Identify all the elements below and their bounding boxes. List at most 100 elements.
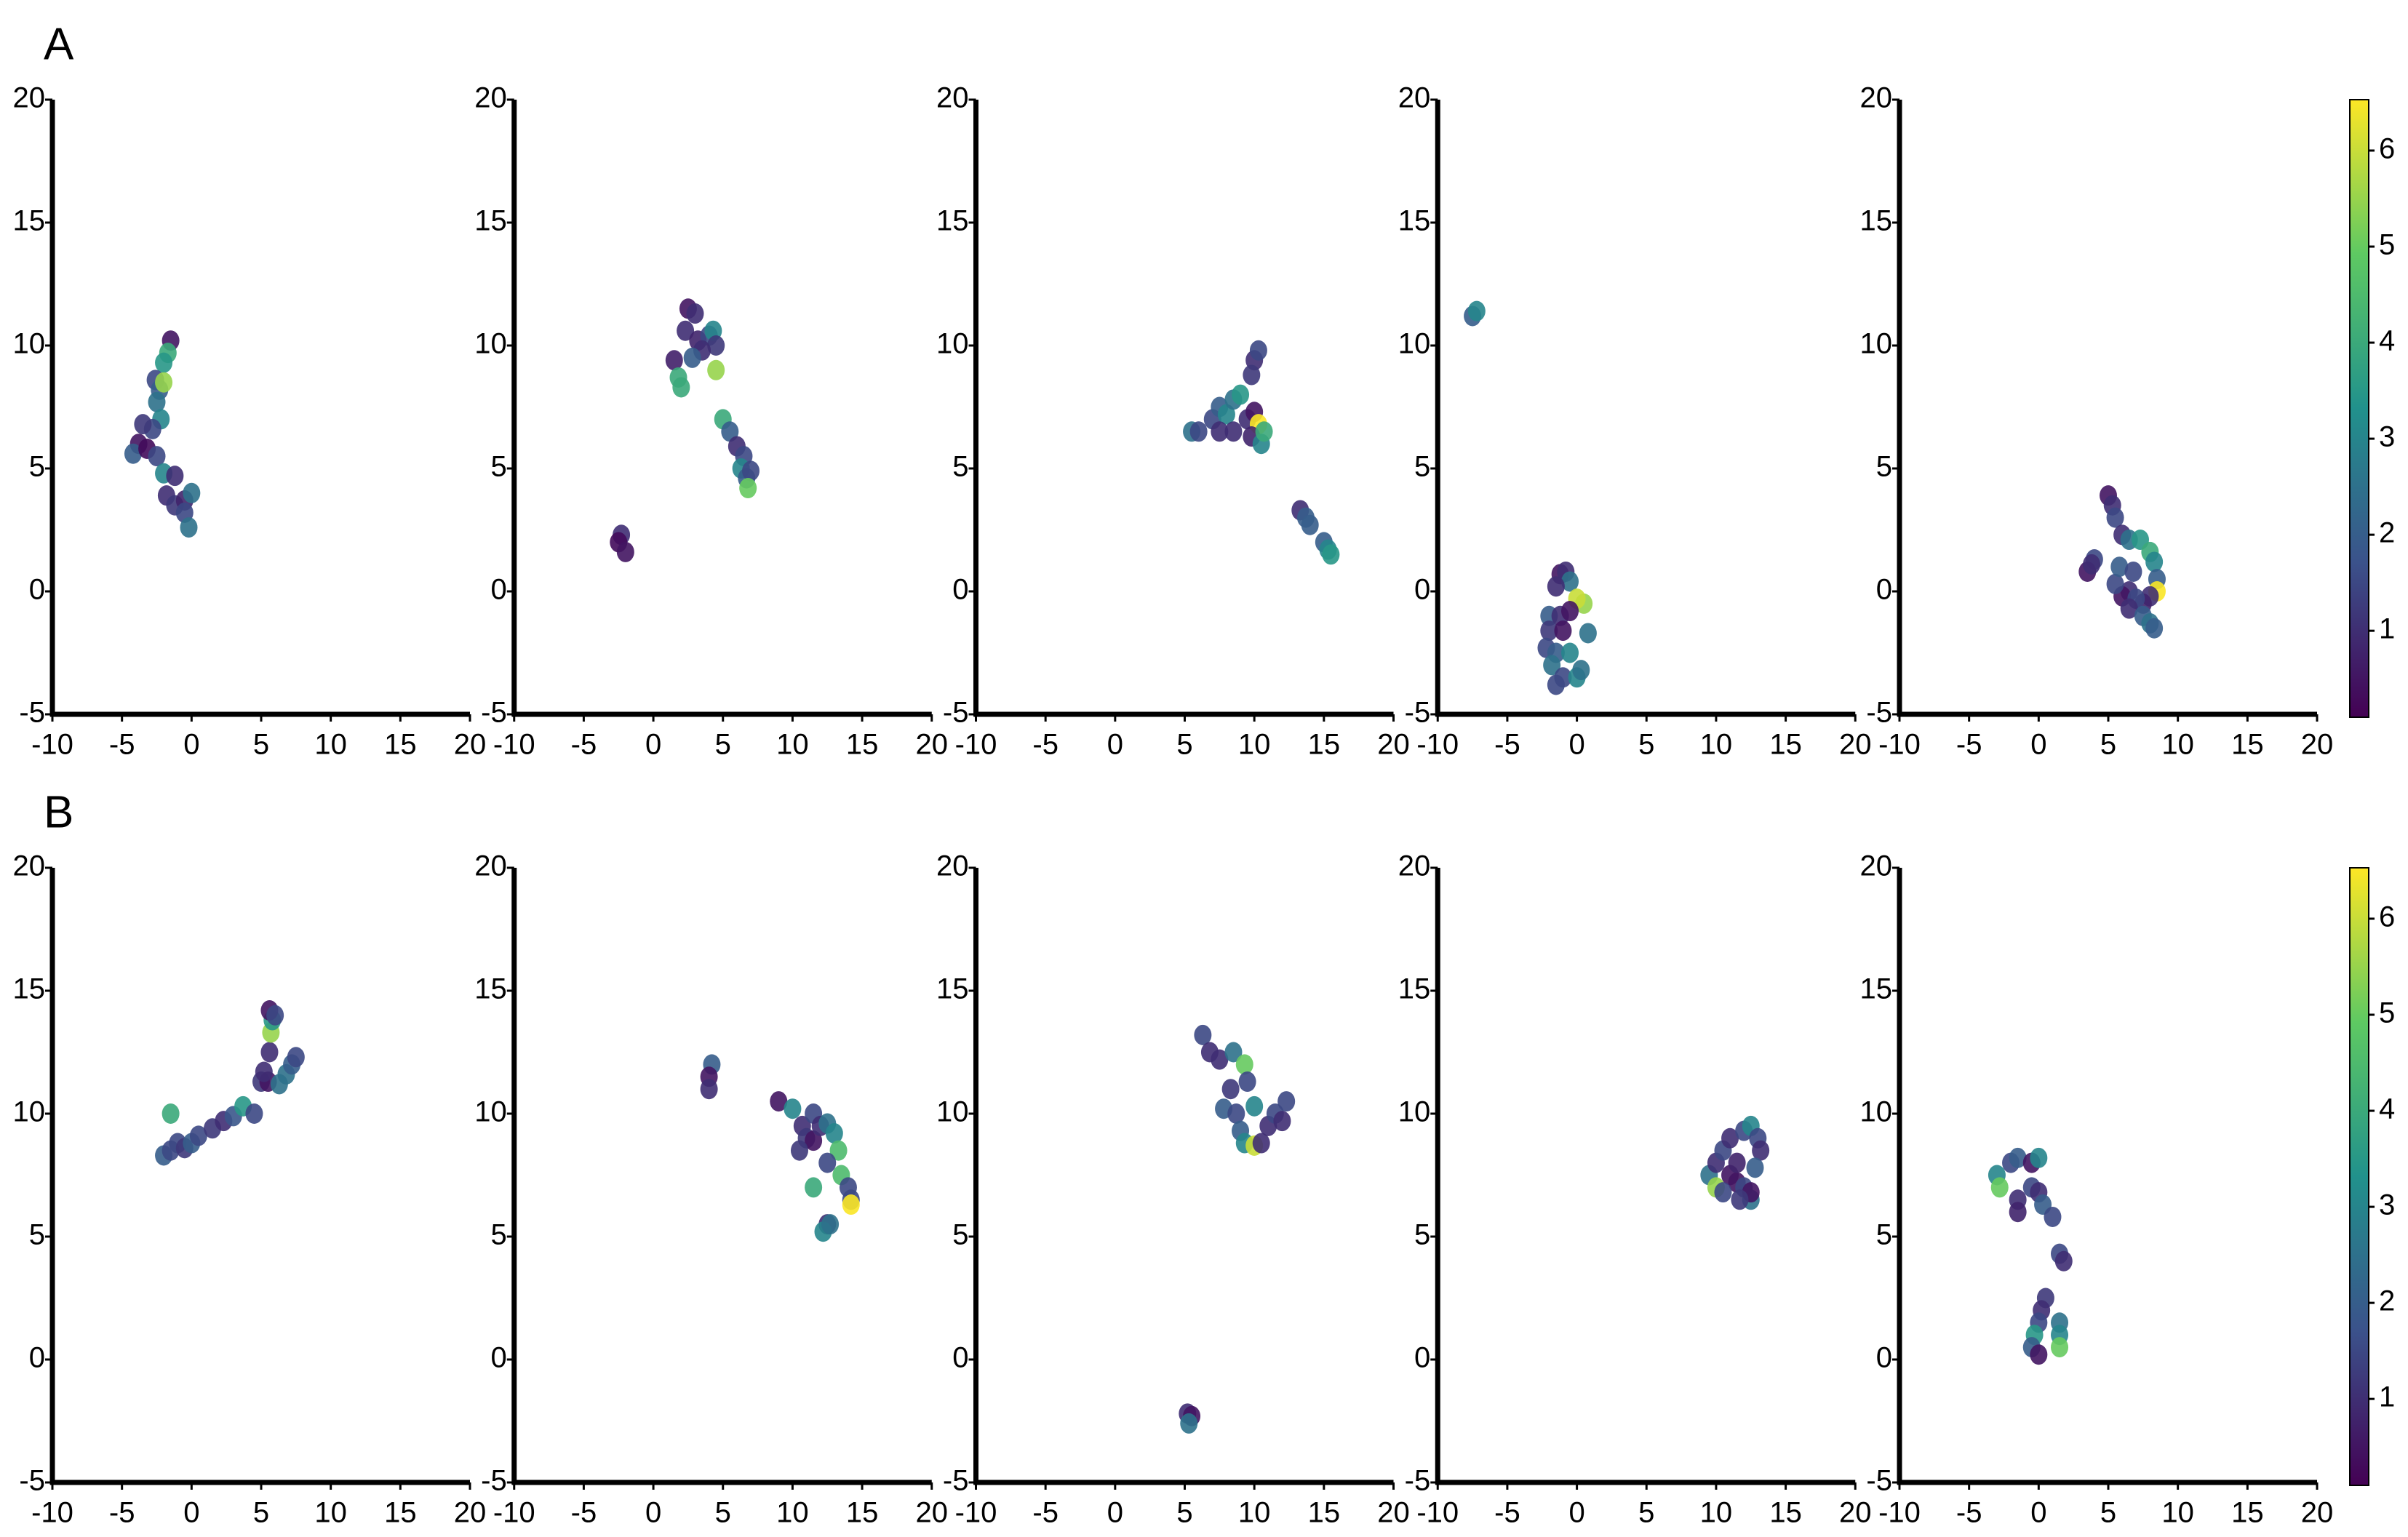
point [1322, 544, 1340, 565]
x-tick-label: 20 [916, 729, 949, 761]
y-tick-label: 0 [1414, 1342, 1430, 1374]
x-tick-label: 10 [2161, 729, 2194, 761]
x-tick-label: -10 [31, 729, 73, 761]
x-tick-label: 5 [253, 729, 269, 761]
point [2051, 1337, 2069, 1358]
x-tick-label: 0 [183, 1497, 199, 1529]
y-tick-label: 10 [13, 328, 46, 360]
point [1224, 421, 1243, 442]
x-tick-label: -5 [109, 1497, 135, 1529]
point [166, 466, 184, 487]
x-tick-label: 15 [2231, 1497, 2264, 1529]
point [1211, 1049, 1229, 1070]
y-tick-label: 0 [29, 1342, 45, 1374]
y-tick-label: 20 [936, 82, 969, 114]
point [148, 446, 166, 467]
y-tick-label: -5 [481, 697, 507, 729]
x-tick-label: -5 [1956, 1497, 1982, 1529]
y-tick-label: 10 [13, 1096, 46, 1128]
point [180, 517, 198, 538]
x-tick-label: -5 [1956, 729, 1982, 761]
point [1721, 1127, 1739, 1149]
x-tick-label: 20 [454, 1497, 487, 1529]
y-tick-label: 0 [1876, 1342, 1892, 1374]
point [2110, 556, 2129, 578]
x-tick-label: 0 [1568, 1497, 1584, 1529]
y-tick-label: -5 [943, 697, 969, 729]
point [2106, 573, 2124, 594]
colorbar-tick-label: 1 [2379, 1381, 2395, 1413]
panel-label: A [44, 19, 74, 69]
y-tick-label: 15 [474, 205, 507, 237]
y-tick-label: 0 [1414, 574, 1430, 606]
point [700, 1079, 718, 1100]
point [1249, 340, 1267, 361]
point [155, 352, 173, 373]
y-tick-label: 5 [29, 1219, 45, 1251]
point [1221, 1079, 1240, 1100]
panel-label: B [44, 787, 73, 837]
x-tick-label: 15 [846, 1497, 879, 1529]
x-tick-label: -10 [955, 729, 997, 761]
x-tick-label: 5 [1638, 729, 1654, 761]
point [686, 303, 704, 324]
point [1227, 1103, 1245, 1124]
point [825, 1123, 843, 1144]
x-tick-label: 20 [1839, 1497, 1872, 1529]
y-tick-label: 20 [936, 850, 969, 882]
point [1728, 1152, 1746, 1173]
x-tick-label: 0 [645, 729, 661, 761]
point [672, 377, 690, 398]
point [683, 347, 701, 368]
x-tick-label: 10 [314, 1497, 347, 1529]
x-tick-label: 5 [715, 1497, 731, 1529]
x-tick-label: 15 [2231, 729, 2264, 761]
x-tick-label: -10 [1416, 1497, 1459, 1529]
point [842, 1194, 860, 1215]
x-tick-label: -5 [109, 729, 135, 761]
point [1746, 1157, 1764, 1178]
point [1189, 421, 1208, 442]
y-tick-label: -5 [1405, 697, 1431, 729]
y-tick-label: 15 [1860, 205, 1893, 237]
point [2145, 618, 2164, 639]
x-tick-label: 20 [454, 729, 487, 761]
y-tick-label: 20 [13, 850, 46, 882]
x-tick-label: 15 [384, 1497, 417, 1529]
point [155, 372, 173, 393]
x-tick-label: 5 [253, 1497, 269, 1529]
point [616, 541, 634, 562]
x-tick-label: -5 [1032, 729, 1059, 761]
y-tick-label: 0 [952, 1342, 968, 1374]
y-tick-label: 0 [491, 1342, 507, 1374]
point [1273, 1111, 1291, 1132]
y-tick-label: -5 [1405, 1465, 1431, 1497]
y-tick-label: 15 [474, 973, 507, 1005]
x-tick-label: 10 [2161, 1497, 2194, 1529]
point [287, 1047, 305, 1068]
x-tick-label: 20 [916, 1497, 949, 1529]
colorbar-tick-label: 2 [2379, 517, 2395, 549]
y-tick-label: 10 [474, 328, 507, 360]
point [189, 1125, 207, 1146]
colorbar [2349, 99, 2369, 718]
colorbar-tick-label: 3 [2379, 421, 2395, 453]
x-tick-label: -5 [1032, 1497, 1059, 1529]
point [665, 350, 683, 371]
x-tick-label: 15 [1769, 1497, 1802, 1529]
y-tick-label: 15 [1398, 205, 1431, 237]
x-tick-label: 20 [1377, 1497, 1410, 1529]
y-tick-label: 20 [1860, 850, 1893, 882]
x-tick-label: 5 [715, 729, 731, 761]
point [1194, 1024, 1212, 1045]
point [770, 1091, 788, 1112]
colorbar-tick-label: 1 [2379, 613, 2395, 645]
point [1572, 660, 1590, 681]
point [2120, 598, 2138, 619]
x-tick-label: 20 [1839, 729, 1872, 761]
x-tick-label: 0 [645, 1497, 661, 1529]
point [1255, 421, 1273, 442]
x-tick-label: -10 [1878, 729, 1921, 761]
point [784, 1098, 802, 1119]
point [707, 359, 725, 380]
